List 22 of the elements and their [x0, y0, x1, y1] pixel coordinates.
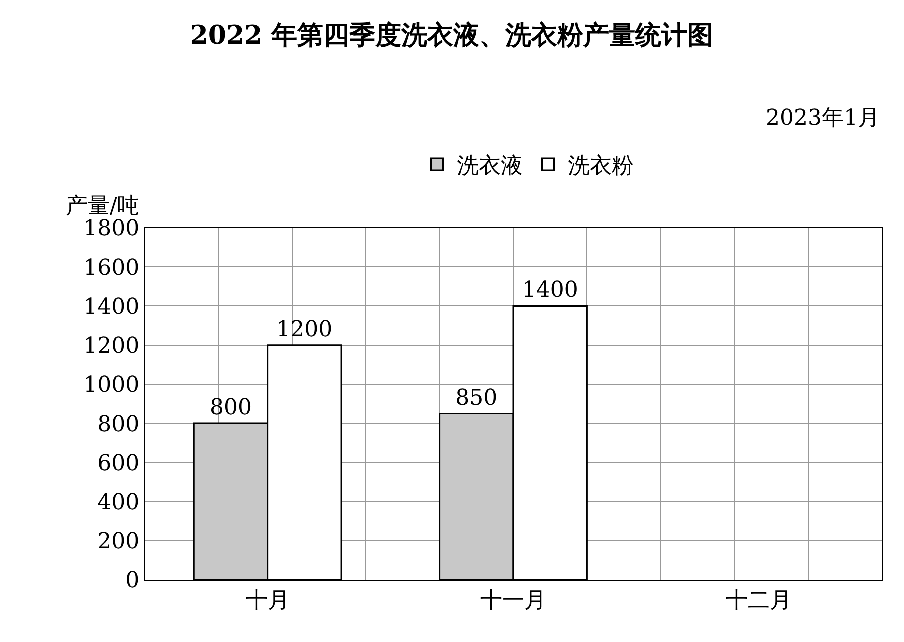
x-tick-label: 十二月: [726, 588, 792, 614]
x-tick-label: 十月: [246, 588, 290, 614]
data-label: 850: [456, 386, 498, 411]
y-tick-label: 1800: [84, 216, 140, 242]
y-tick-label: 800: [98, 412, 140, 438]
legend-label: 洗衣液: [457, 154, 524, 180]
y-tick-label: 1200: [84, 334, 140, 360]
y-tick-label: 1000: [84, 373, 140, 398]
y-tick-label: 1600: [84, 256, 140, 281]
legend-label: 洗衣粉: [568, 154, 634, 180]
x-tick-label: 十一月: [480, 588, 546, 614]
y-tick-label: 0: [126, 568, 140, 594]
y-tick-label: 600: [98, 451, 140, 476]
chart-subtitle: 2023年1月: [766, 106, 880, 131]
data-label: 1400: [522, 278, 578, 304]
y-tick-label: 1400: [84, 294, 140, 320]
y-tick-label: 200: [98, 530, 140, 555]
data-label: 800: [210, 396, 252, 421]
chart-title: 2022 年第四季度洗衣液、洗衣粉产量统计图: [190, 20, 714, 51]
data-label: 1200: [276, 317, 333, 342]
y-axis-title: 产量/吨: [66, 194, 140, 219]
y-tick-label: 400: [98, 490, 140, 516]
